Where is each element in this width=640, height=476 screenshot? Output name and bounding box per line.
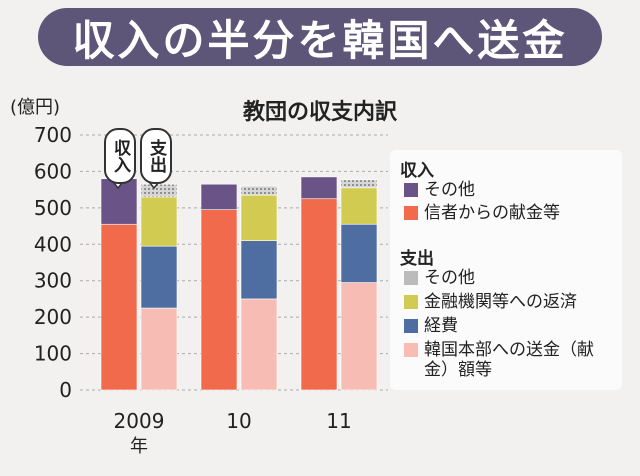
legend-swatch: [404, 295, 418, 309]
y-axis-unit: (億円): [10, 97, 61, 118]
legend-item-expenses: 経費: [404, 316, 599, 336]
y-tick-label: 300: [34, 269, 72, 293]
legend-item-income-other: その他: [404, 180, 599, 200]
expense-bar-segment: [240, 194, 278, 241]
expense-bar-segment: [140, 183, 178, 198]
expense-bar-segment: [240, 298, 278, 391]
legend-swatch: [404, 183, 418, 197]
headline-banner: 収入の半分を韓国へ送金: [38, 8, 602, 66]
expense-bar-segment: [140, 307, 178, 391]
income-bar-segment: [100, 223, 138, 391]
expense-callout: 支出: [140, 128, 172, 184]
x-tick-label-unit: 年: [130, 436, 148, 457]
legend-item-loan-repayment: 金融機関等への返済: [404, 292, 599, 312]
y-tick-label: 700: [34, 123, 72, 147]
legend-expense-heading: 支出: [400, 249, 434, 269]
legend-item-korea-remittance: 韓国本部への送金（献金）額等: [404, 340, 599, 380]
income-bar-segment: [300, 198, 338, 391]
y-tick-label: 200: [34, 305, 72, 329]
legend-label: その他: [424, 180, 475, 200]
legend: [390, 150, 622, 390]
chart-title: 教団の収支内訳: [242, 100, 397, 125]
y-tick-label: 400: [34, 232, 72, 256]
legend-swatch: [404, 206, 418, 220]
legend-item-donations: 信者からの献金等: [404, 203, 599, 223]
income-bar-segment: [200, 209, 238, 391]
legend-label: 韓国本部への送金（献金）額等: [424, 340, 594, 380]
expense-bar-segment: [140, 245, 178, 309]
legend-label: 経費: [424, 316, 458, 336]
x-tick-label: 2009: [114, 409, 165, 433]
expense-bar-segment: [340, 223, 378, 283]
expense-bar-segment: [340, 179, 378, 189]
x-tick-label: 11: [326, 409, 351, 433]
income-bar-segment: [200, 183, 238, 210]
income-callout: 収入: [104, 128, 136, 184]
headline-text: 収入の半分を韓国へ送金: [72, 15, 568, 65]
legend-swatch: [404, 271, 418, 285]
y-tick-label: 600: [34, 159, 72, 183]
legend-item-expense-other: その他: [404, 268, 599, 288]
expense-bar-segment: [340, 282, 378, 391]
expense-bar-segment: [140, 196, 178, 247]
x-tick-label: 10: [226, 409, 251, 433]
legend-swatch: [404, 343, 418, 357]
y-tick-label: 0: [59, 378, 72, 402]
expense-bar-segment: [340, 187, 378, 225]
legend-label: 信者からの献金等: [424, 203, 560, 223]
y-tick-label: 100: [34, 342, 72, 366]
expense-bar-segment: [240, 240, 278, 300]
expense-bar-segment: [240, 185, 278, 196]
legend-label: その他: [424, 268, 475, 288]
legend-income-heading: 収入: [400, 161, 434, 181]
income-callout-label: 収入: [110, 139, 130, 173]
y-tick-label: 500: [34, 196, 72, 220]
legend-swatch: [404, 319, 418, 333]
income-bar-segment: [300, 176, 338, 200]
expense-callout-label: 支出: [146, 139, 166, 173]
legend-label: 金融機関等への返済: [424, 292, 577, 312]
